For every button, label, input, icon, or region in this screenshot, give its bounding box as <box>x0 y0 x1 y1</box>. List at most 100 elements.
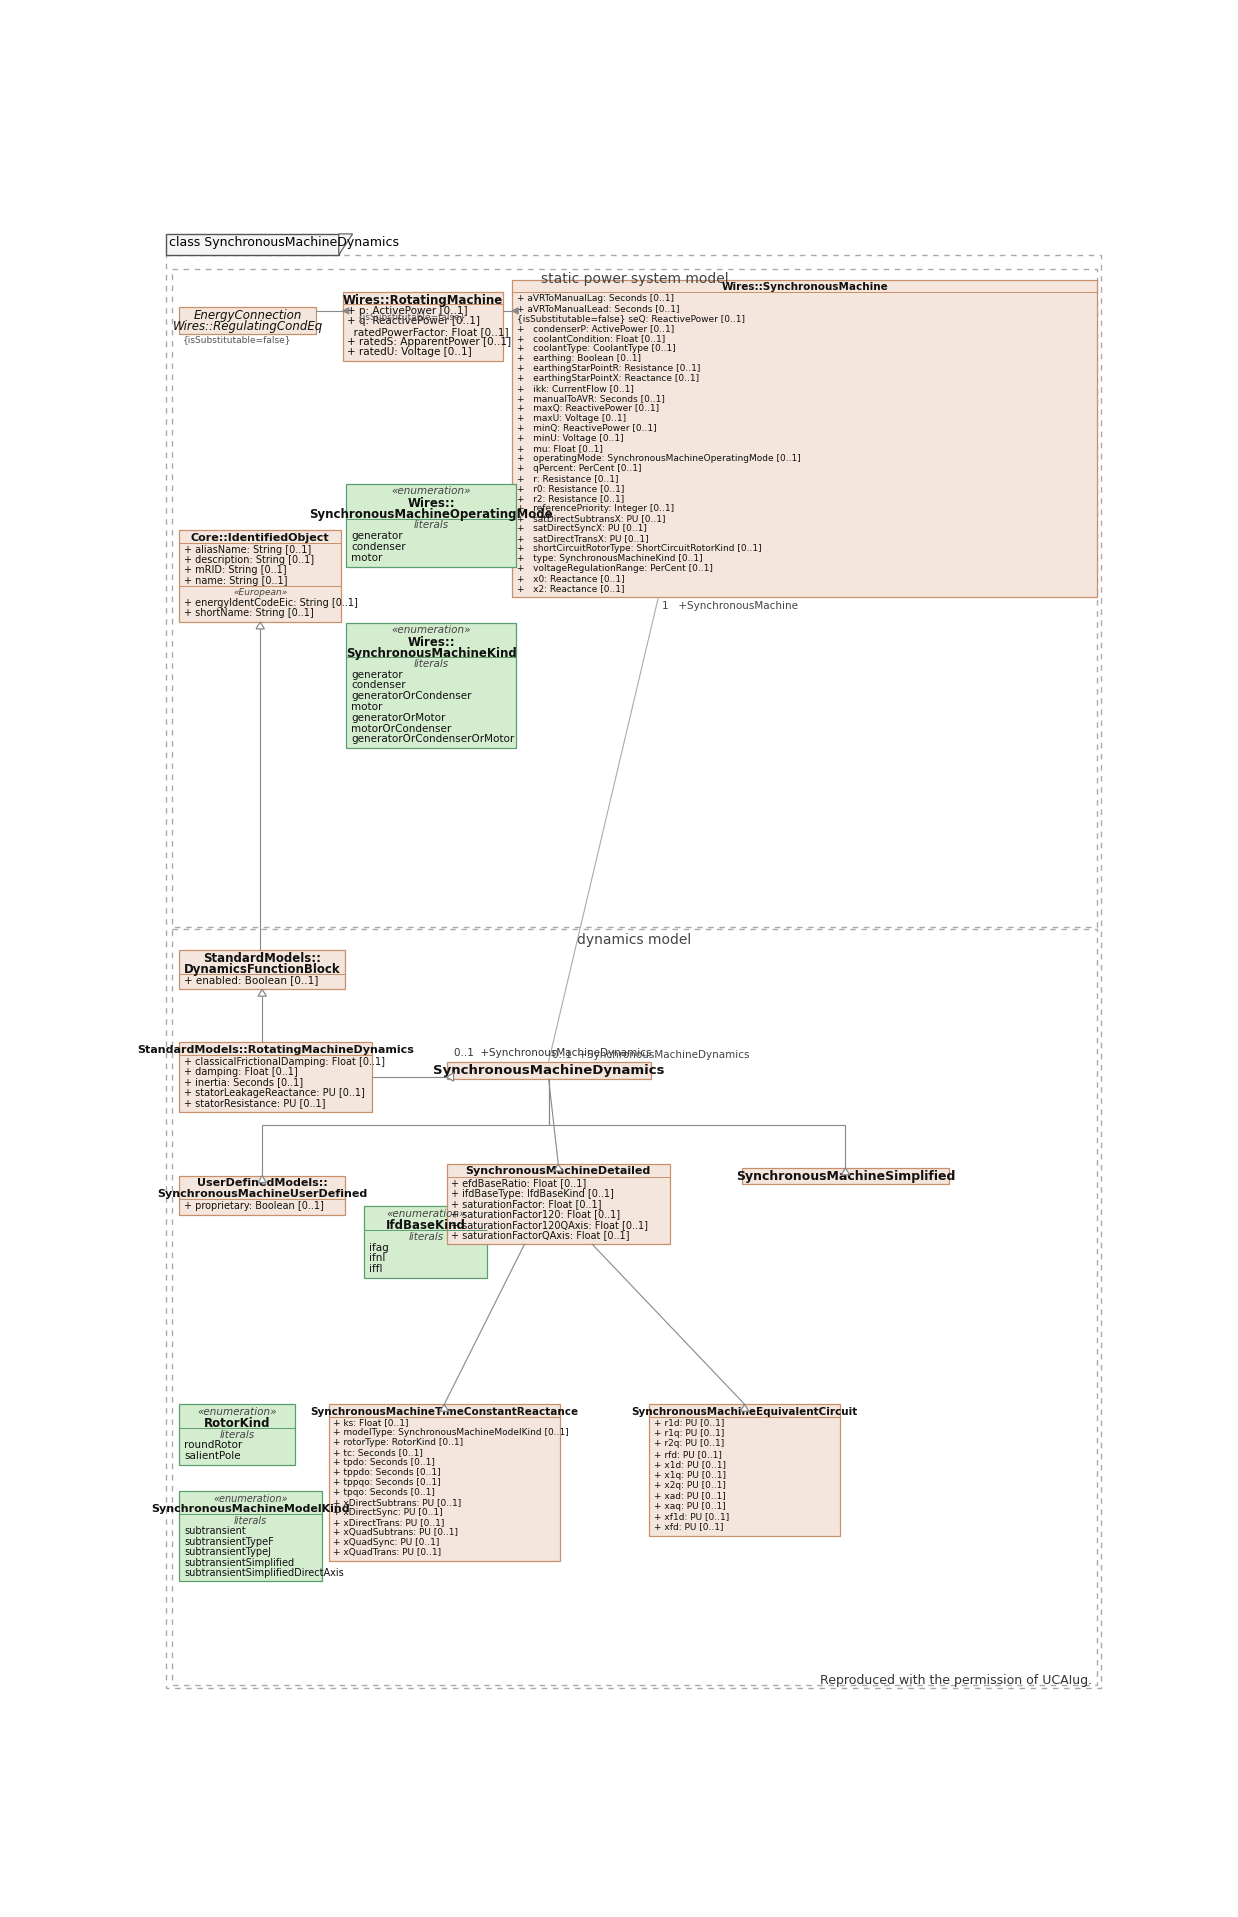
Text: +   maxQ: ReactivePower [0..1]: + maxQ: ReactivePower [0..1] <box>516 404 659 412</box>
Text: + saturationFactorQAxis: Float [0..1]: + saturationFactorQAxis: Float [0..1] <box>451 1231 630 1240</box>
Text: +   type: SynchronousMachineKind [0..1]: + type: SynchronousMachineKind [0..1] <box>516 554 702 564</box>
Text: SynchronousMachineDynamics: SynchronousMachineDynamics <box>433 1064 665 1077</box>
Text: Wires::RotatingMachine: Wires::RotatingMachine <box>343 293 503 307</box>
Text: + rotorType: RotorKind [0..1]: + rotorType: RotorKind [0..1] <box>333 1438 463 1447</box>
Text: + x1q: PU [0..1]: + x1q: PU [0..1] <box>654 1470 725 1480</box>
Text: +   x0: Reactance [0..1]: + x0: Reactance [0..1] <box>516 575 624 583</box>
Text: + classicalFrictionalDamping: Float [0..1]: + classicalFrictionalDamping: Float [0..… <box>184 1056 385 1066</box>
Text: + damping: Float [0..1]: + damping: Float [0..1] <box>184 1068 298 1077</box>
Text: StandardModels::RotatingMachineDynamics: StandardModels::RotatingMachineDynamics <box>137 1045 413 1054</box>
Text: Wires::RegulatingCondEq: Wires::RegulatingCondEq <box>173 320 323 334</box>
Text: ifag: ifag <box>369 1242 389 1252</box>
Text: + r2q: PU [0..1]: + r2q: PU [0..1] <box>654 1440 724 1449</box>
Text: + xQuadSync: PU [0..1]: + xQuadSync: PU [0..1] <box>333 1537 439 1547</box>
Text: «enumeration»: «enumeration» <box>391 487 470 497</box>
Text: + ratedU: Voltage [0..1]: + ratedU: Voltage [0..1] <box>348 347 472 357</box>
Bar <box>347 623 516 748</box>
Text: + aVRToManualLead: Seconds [0..1]: + aVRToManualLead: Seconds [0..1] <box>516 305 680 312</box>
Polygon shape <box>555 1164 562 1171</box>
Text: SynchronousMachineTimeConstantReactance: SynchronousMachineTimeConstantReactance <box>311 1407 578 1417</box>
Bar <box>180 1491 322 1582</box>
Text: +   referencePriority: Integer [0..1]: + referencePriority: Integer [0..1] <box>516 504 673 514</box>
Text: SynchronousMachineSimplified: SynchronousMachineSimplified <box>735 1169 956 1183</box>
Bar <box>180 1405 295 1465</box>
Bar <box>447 1164 670 1244</box>
Text: generatorOrMotor: generatorOrMotor <box>352 713 446 723</box>
Text: + xf1d: PU [0..1]: + xf1d: PU [0..1] <box>654 1513 729 1520</box>
Text: +   voltageRegulationRange: PerCent [0..1]: + voltageRegulationRange: PerCent [0..1] <box>516 564 713 573</box>
Text: {isSubstitutable=false} seQ: ReactivePower [0..1]: {isSubstitutable=false} seQ: ReactivePow… <box>516 314 745 322</box>
Text: + ks: Float [0..1]: + ks: Float [0..1] <box>333 1419 409 1426</box>
Text: + name: String [0..1]: + name: String [0..1] <box>184 575 287 587</box>
Text: + saturationFactor120: Float [0..1]: + saturationFactor120: Float [0..1] <box>451 1210 620 1219</box>
Polygon shape <box>441 1405 448 1411</box>
Text: + aliasName: String [0..1]: + aliasName: String [0..1] <box>184 544 311 554</box>
Text: motor: motor <box>352 702 383 711</box>
Text: + ratedS: ApparentPower [0..1]: + ratedS: ApparentPower [0..1] <box>348 337 511 347</box>
Text: +   operatingMode: SynchronousMachineOperatingMode [0..1]: + operatingMode: SynchronousMachineOpera… <box>516 454 801 464</box>
Text: +   r: Resistance [0..1]: + r: Resistance [0..1] <box>516 473 618 483</box>
Text: + tpqo: Seconds [0..1]: + tpqo: Seconds [0..1] <box>333 1488 436 1497</box>
Text: +   earthingStarPointX: Reactance [0..1]: + earthingStarPointX: Reactance [0..1] <box>516 374 698 383</box>
Text: motorOrCondenser: motorOrCondenser <box>352 723 452 734</box>
Text: «enumeration»: «enumeration» <box>197 1407 277 1417</box>
Text: +   satDirectSubtransX: PU [0..1]: + satDirectSubtransX: PU [0..1] <box>516 514 665 523</box>
Text: IfdBaseKind: IfdBaseKind <box>386 1219 465 1233</box>
Text: +   minQ: ReactivePower [0..1]: + minQ: ReactivePower [0..1] <box>516 424 656 433</box>
Text: + enabled: Boolean [0..1]: + enabled: Boolean [0..1] <box>184 976 318 985</box>
Text: Reproduced with the permission of UCAIug.: Reproduced with the permission of UCAIug… <box>820 1674 1092 1687</box>
Polygon shape <box>513 309 519 314</box>
Text: + proprietary: Boolean [0..1]: + proprietary: Boolean [0..1] <box>184 1202 324 1212</box>
Text: + statorLeakageReactance: PU [0..1]: + statorLeakageReactance: PU [0..1] <box>184 1087 365 1098</box>
Text: + description: String [0..1]: + description: String [0..1] <box>184 556 314 566</box>
Text: + shortName: String [0..1]: + shortName: String [0..1] <box>184 608 313 619</box>
Text: + inertia: Seconds [0..1]: + inertia: Seconds [0..1] <box>184 1077 303 1087</box>
Text: +   r2: Resistance [0..1]: + r2: Resistance [0..1] <box>516 495 624 502</box>
Bar <box>649 1405 841 1536</box>
Text: +   satDirectTransX: PU [0..1]: + satDirectTransX: PU [0..1] <box>516 535 649 543</box>
Bar <box>180 951 345 989</box>
Bar <box>180 307 317 334</box>
Text: + x2q: PU [0..1]: + x2q: PU [0..1] <box>654 1482 725 1490</box>
Text: SynchronousMachineEquivalentCircuit: SynchronousMachineEquivalentCircuit <box>631 1407 858 1417</box>
Text: +   qPercent: PerCent [0..1]: + qPercent: PerCent [0..1] <box>516 464 641 473</box>
Text: + energyIdentCodeEic: String [0..1]: + energyIdentCodeEic: String [0..1] <box>184 598 358 608</box>
Text: Wires::: Wires:: <box>407 636 456 648</box>
Text: salientPole: salientPole <box>184 1451 240 1461</box>
Text: literals: literals <box>219 1430 255 1440</box>
Polygon shape <box>842 1167 849 1175</box>
Bar <box>180 531 342 621</box>
Text: + ifdBaseType: IfdBaseKind [0..1]: + ifdBaseType: IfdBaseKind [0..1] <box>451 1189 614 1198</box>
Bar <box>347 485 516 567</box>
Text: + x1d: PU [0..1]: + x1d: PU [0..1] <box>654 1461 725 1468</box>
Text: literals: literals <box>409 1233 443 1242</box>
Text: +   r0: Resistance [0..1]: + r0: Resistance [0..1] <box>516 485 624 493</box>
Bar <box>172 268 1097 928</box>
Bar <box>180 1043 371 1112</box>
Text: + xaq: PU [0..1]: + xaq: PU [0..1] <box>654 1501 725 1511</box>
Text: + xQuadTrans: PU [0..1]: + xQuadTrans: PU [0..1] <box>333 1549 442 1557</box>
Text: + saturationFactor: Float [0..1]: + saturationFactor: Float [0..1] <box>451 1200 602 1210</box>
Text: DynamicsFunctionBlock: DynamicsFunctionBlock <box>184 962 340 976</box>
Text: + statorResistance: PU [0..1]: + statorResistance: PU [0..1] <box>184 1098 326 1108</box>
Text: «European»: «European» <box>233 589 287 596</box>
Text: 0..1  +SynchronousMachineDynamics: 0..1 +SynchronousMachineDynamics <box>552 1051 750 1060</box>
Text: Wires::: Wires:: <box>407 497 456 510</box>
Text: iffl: iffl <box>369 1263 383 1275</box>
Text: generatorOrCondenserOrMotor: generatorOrCondenserOrMotor <box>352 734 514 744</box>
Text: subtransientSimplified: subtransientSimplified <box>184 1557 295 1568</box>
Text: + xad: PU [0..1]: + xad: PU [0..1] <box>654 1491 725 1501</box>
Text: «enumeration»: «enumeration» <box>386 1210 465 1219</box>
Text: + p: ActivePower [0..1]: + p: ActivePower [0..1] <box>348 307 468 316</box>
Bar <box>742 1167 950 1185</box>
Text: +   earthing: Boolean [0..1]: + earthing: Boolean [0..1] <box>516 355 641 362</box>
Text: + aVRToManualLag: Seconds [0..1]: + aVRToManualLag: Seconds [0..1] <box>516 293 673 303</box>
Polygon shape <box>258 989 266 997</box>
Text: subtransientSimplifiedDirectAxis: subtransientSimplifiedDirectAxis <box>184 1568 344 1578</box>
Text: SynchronousMachineDetailed: SynchronousMachineDetailed <box>465 1166 651 1177</box>
Text: 1   +SynchronousMachine: 1 +SynchronousMachine <box>662 602 799 612</box>
Text: 0..1  +SynchronousMachineDynamics: 0..1 +SynchronousMachineDynamics <box>454 1049 651 1058</box>
Text: subtransientTypeJ: subtransientTypeJ <box>184 1547 271 1557</box>
Bar <box>172 930 1097 1685</box>
Text: +   earthingStarPointR: Resistance [0..1]: + earthingStarPointR: Resistance [0..1] <box>516 364 699 374</box>
